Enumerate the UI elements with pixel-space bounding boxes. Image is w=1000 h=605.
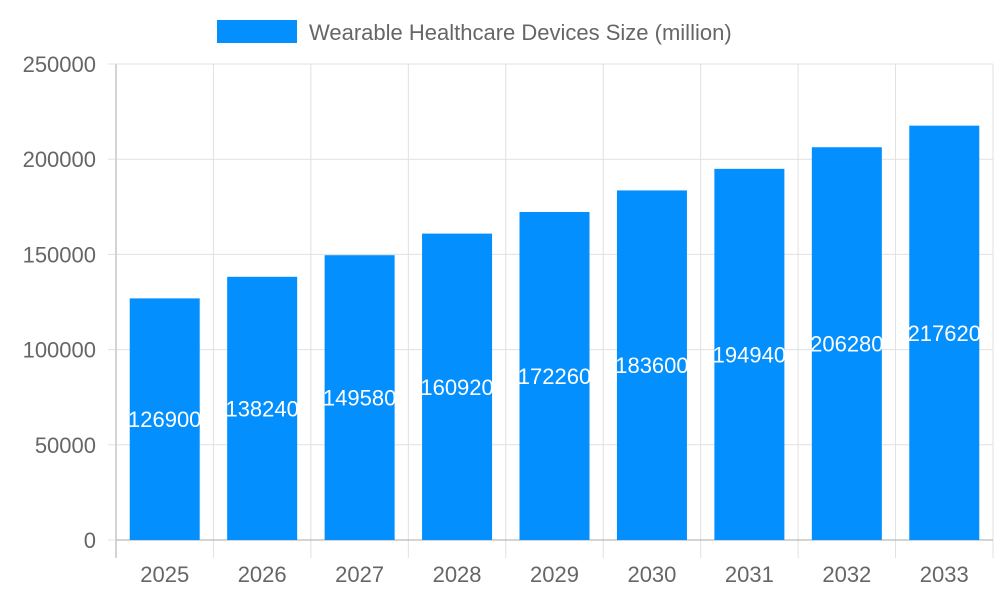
x-tick-label: 2031 — [725, 562, 774, 587]
x-tick-label: 2028 — [433, 562, 482, 587]
bar-2030 — [616, 190, 687, 540]
data-label: 206280 — [810, 332, 883, 357]
x-tick-label: 2025 — [140, 562, 189, 587]
y-tick-label: 50000 — [35, 433, 96, 458]
legend[interactable]: Wearable Healthcare Devices Size (millio… — [217, 20, 732, 45]
data-label: 126900 — [128, 407, 201, 432]
bar-2029 — [519, 212, 590, 540]
data-label: 160920 — [420, 375, 493, 400]
y-axis: 0 50000 100000 150000 200000 250000 — [23, 52, 116, 553]
legend-label: Wearable Healthcare Devices Size (millio… — [309, 20, 732, 45]
x-tick-label: 2032 — [822, 562, 871, 587]
x-tick-label: 2029 — [530, 562, 579, 587]
x-tick-label: 2030 — [627, 562, 676, 587]
bars — [129, 125, 980, 541]
data-label: 149580 — [323, 386, 396, 411]
bar-2031 — [714, 168, 785, 541]
bar-2033 — [909, 125, 980, 540]
bar-2027 — [324, 255, 395, 540]
data-label: 172260 — [518, 364, 591, 389]
y-tick-label: 200000 — [23, 147, 96, 172]
x-tick-label: 2033 — [920, 562, 969, 587]
data-label: 217620 — [908, 321, 981, 346]
x-tick-label: 2026 — [238, 562, 287, 587]
x-tick-label: 2027 — [335, 562, 384, 587]
y-tick-label: 250000 — [23, 52, 96, 77]
y-tick-label: 0 — [84, 528, 96, 553]
x-axis: 2025 2026 2027 2028 2029 2030 2031 2032 2033 — [140, 562, 969, 587]
data-labels: 126900 138240 149580 160920 172260 183600 1949… — [128, 321, 981, 432]
bar-2025 — [129, 298, 200, 540]
data-label: 138240 — [225, 396, 298, 421]
data-label: 194940 — [713, 342, 786, 367]
data-label: 183600 — [615, 353, 688, 378]
bar-2032 — [811, 147, 882, 541]
y-tick-label: 100000 — [23, 338, 96, 363]
legend-swatch — [217, 20, 297, 43]
y-tick-label: 150000 — [23, 242, 96, 267]
bar-2028 — [422, 233, 493, 540]
bar-2026 — [227, 276, 298, 540]
